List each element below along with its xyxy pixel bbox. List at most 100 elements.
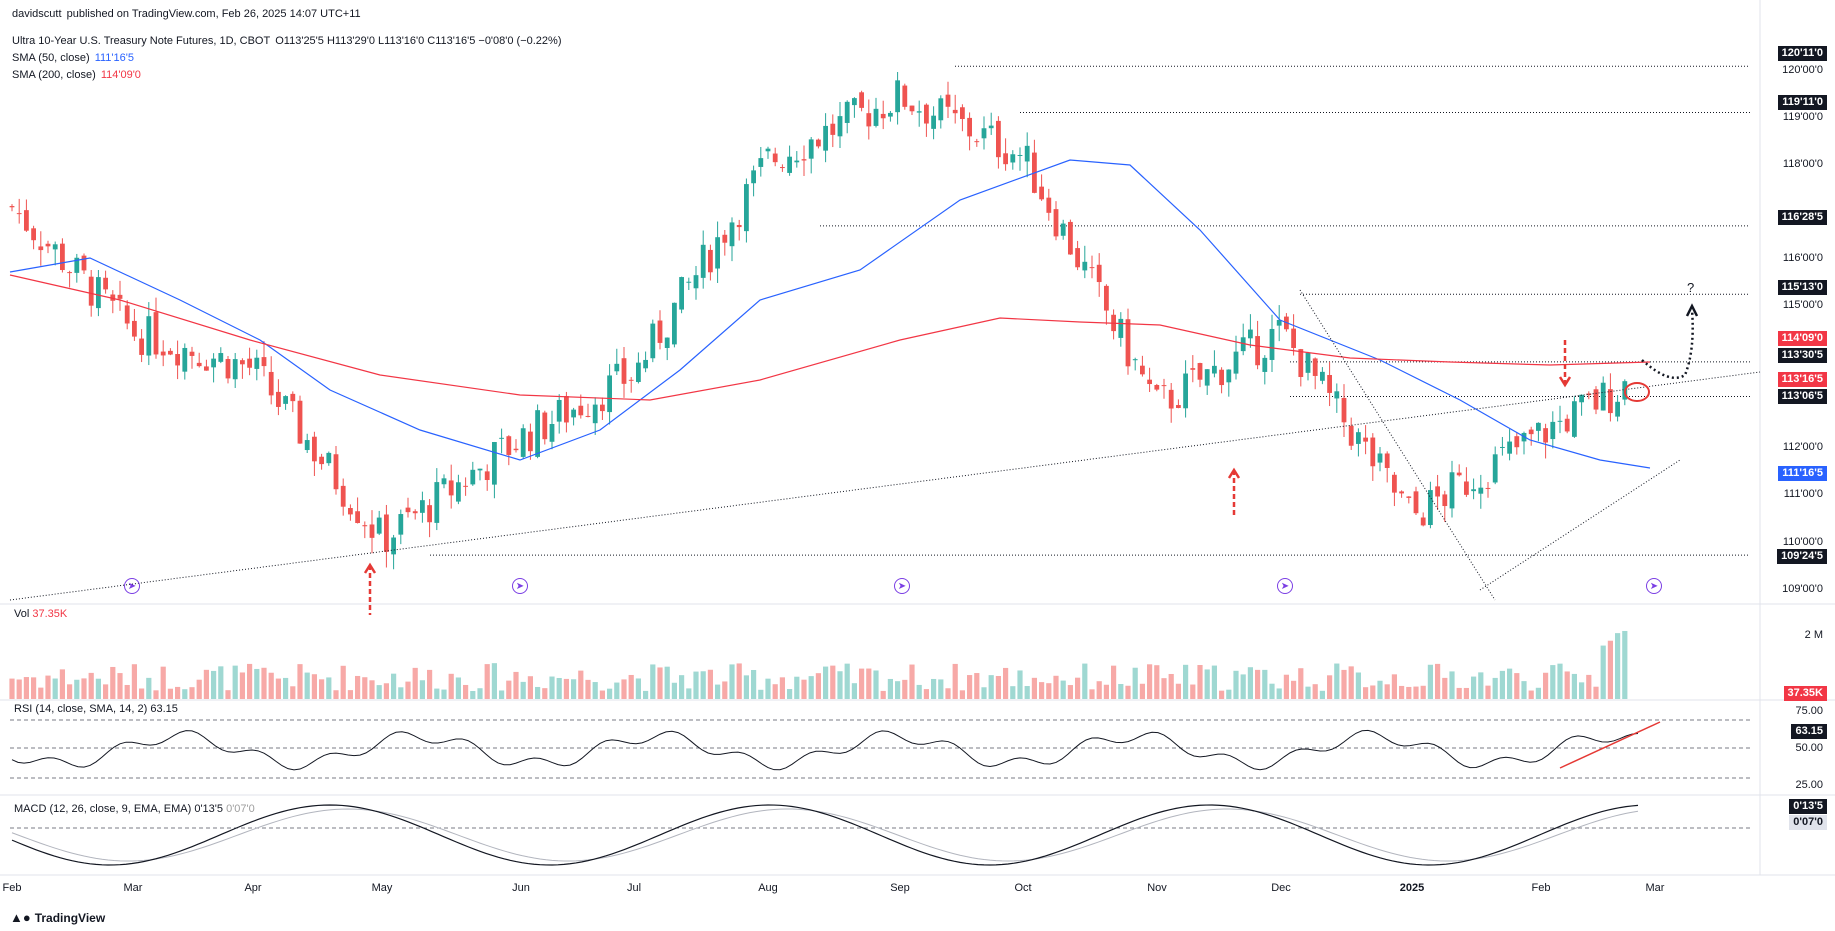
candle-body (182, 347, 188, 372)
candle-body (1536, 422, 1541, 431)
volume-last-label[interactable]: 37.35K (1783, 686, 1827, 701)
candle-body (801, 159, 807, 161)
volume-bar (38, 687, 44, 699)
volume-bar (1031, 677, 1037, 699)
price-label-120-11[interactable]: 120'11'0 (1777, 46, 1827, 61)
volume-bar (67, 684, 73, 699)
candle-body (1125, 319, 1131, 367)
candle-body (420, 500, 425, 513)
macd-signal-label[interactable]: 0'07'0 (1789, 815, 1827, 830)
rsi-value: 63.15 (150, 703, 178, 715)
volume-bar (1507, 668, 1513, 699)
candle-body (67, 272, 72, 274)
candle-body (175, 354, 180, 366)
candle-body (384, 514, 389, 552)
nav-arrow-icon[interactable]: ➤ (894, 578, 910, 594)
candle-body (643, 359, 648, 369)
volume-bar (1183, 664, 1189, 699)
volume-bar (772, 684, 778, 699)
nav-arrow-icon[interactable]: ➤ (1646, 578, 1662, 594)
volume-bar (1622, 630, 1628, 699)
publisher-user[interactable]: davidscutt (12, 8, 62, 20)
volume-legend[interactable]: Vol 37.35K (14, 608, 67, 620)
candle-body (1449, 472, 1455, 509)
price-label-116-28[interactable]: 116'28'5 (1777, 210, 1827, 225)
volume-bar (1492, 677, 1498, 699)
candle-body (1240, 337, 1246, 352)
candle-body (636, 362, 641, 382)
price-label-113-30[interactable]: 113'30'5 (1777, 348, 1827, 363)
volume-bar (139, 688, 145, 699)
candle-body (254, 357, 260, 369)
sma200-price-label[interactable]: 114'09'0 (1777, 331, 1827, 346)
candle-body (1219, 369, 1224, 386)
question-annotation: ? (1687, 280, 1695, 295)
volume-label: Vol (14, 608, 30, 620)
volume-bar (1586, 674, 1592, 699)
candle-body (1478, 487, 1484, 494)
candle-body (117, 294, 123, 299)
candle-body (1104, 285, 1109, 311)
brand-logo[interactable]: ▲● TradingView (10, 910, 105, 925)
volume-bar (571, 679, 577, 699)
volume-bar (1089, 689, 1095, 699)
macd-last-label[interactable]: 0'13'5 (1789, 799, 1827, 814)
volume-bar (1211, 665, 1217, 699)
volume-bar (837, 671, 843, 699)
macd-signal-line (11, 808, 1639, 862)
volume-value: 37.35K (32, 608, 68, 620)
price-label-115-13[interactable]: 115'13'0 (1777, 280, 1827, 295)
candle-body (535, 410, 540, 457)
macd-legend[interactable]: MACD (12, 26, close, 9, EMA, EMA) 0'13'5… (14, 803, 255, 815)
candle-body (621, 358, 627, 384)
volume-bar (463, 684, 469, 699)
price-label-109-24[interactable]: 109'24'5 (1777, 549, 1827, 564)
candle-body (1492, 454, 1498, 483)
sma200-legend[interactable]: SMA (200, close) 114'09'0 (12, 69, 143, 81)
downtrend-line (1299, 289, 1496, 601)
candle-body (708, 249, 713, 273)
price-tick: 118'00'0 (1782, 158, 1823, 170)
volume-bar (225, 690, 231, 699)
volume-bar (527, 676, 533, 699)
candle-body (189, 351, 195, 356)
volume-bar (679, 675, 685, 699)
rsi-legend[interactable]: RSI (14, close, SMA, 14, 2) 63.15 (14, 703, 178, 715)
candle-body (751, 170, 756, 184)
nav-arrow-icon[interactable]: ➤ (512, 578, 528, 594)
candle-body (492, 442, 497, 485)
candle-body (369, 524, 375, 538)
candle-body (110, 294, 116, 301)
volume-bar (1528, 690, 1534, 699)
volume-bar (319, 679, 325, 699)
price-label-119-11[interactable]: 119'11'0 (1778, 95, 1827, 110)
volume-bar (801, 679, 807, 699)
nav-arrow-icon[interactable]: ➤ (1277, 578, 1293, 594)
volume-tick: 2 M (1804, 629, 1823, 641)
candle-body (996, 120, 1001, 158)
volume-bar (700, 671, 706, 699)
last-price-label[interactable]: 113'16'5 (1777, 372, 1827, 387)
volume-bar (923, 689, 929, 699)
candle-body (974, 141, 980, 143)
candle-body (1233, 351, 1239, 374)
nav-arrow-icon[interactable]: ➤ (124, 578, 140, 594)
sma50-price-label[interactable]: 111'16'5 (1778, 466, 1827, 481)
volume-bar (1060, 680, 1066, 699)
volume-bar (1384, 684, 1390, 699)
candle-body (780, 167, 785, 169)
volume-bar (880, 690, 886, 699)
price-label-113-06[interactable]: 113'06'5 (1777, 389, 1827, 404)
candle-body (679, 277, 684, 310)
rsi-tick: 25.00 (1795, 779, 1823, 791)
candle-body (391, 537, 396, 555)
rsi-last-label[interactable]: 63.15 (1791, 724, 1827, 739)
candle-body (1039, 186, 1044, 200)
volume-bar (1298, 668, 1304, 699)
symbol-title[interactable]: Ultra 10-Year U.S. Treasury Note Futures… (12, 35, 271, 47)
rsi-trendline (1559, 721, 1661, 769)
sma50-legend[interactable]: SMA (50, close) 111'16'5 (12, 52, 136, 64)
volume-bar (376, 685, 382, 699)
volume-bar (211, 670, 217, 699)
